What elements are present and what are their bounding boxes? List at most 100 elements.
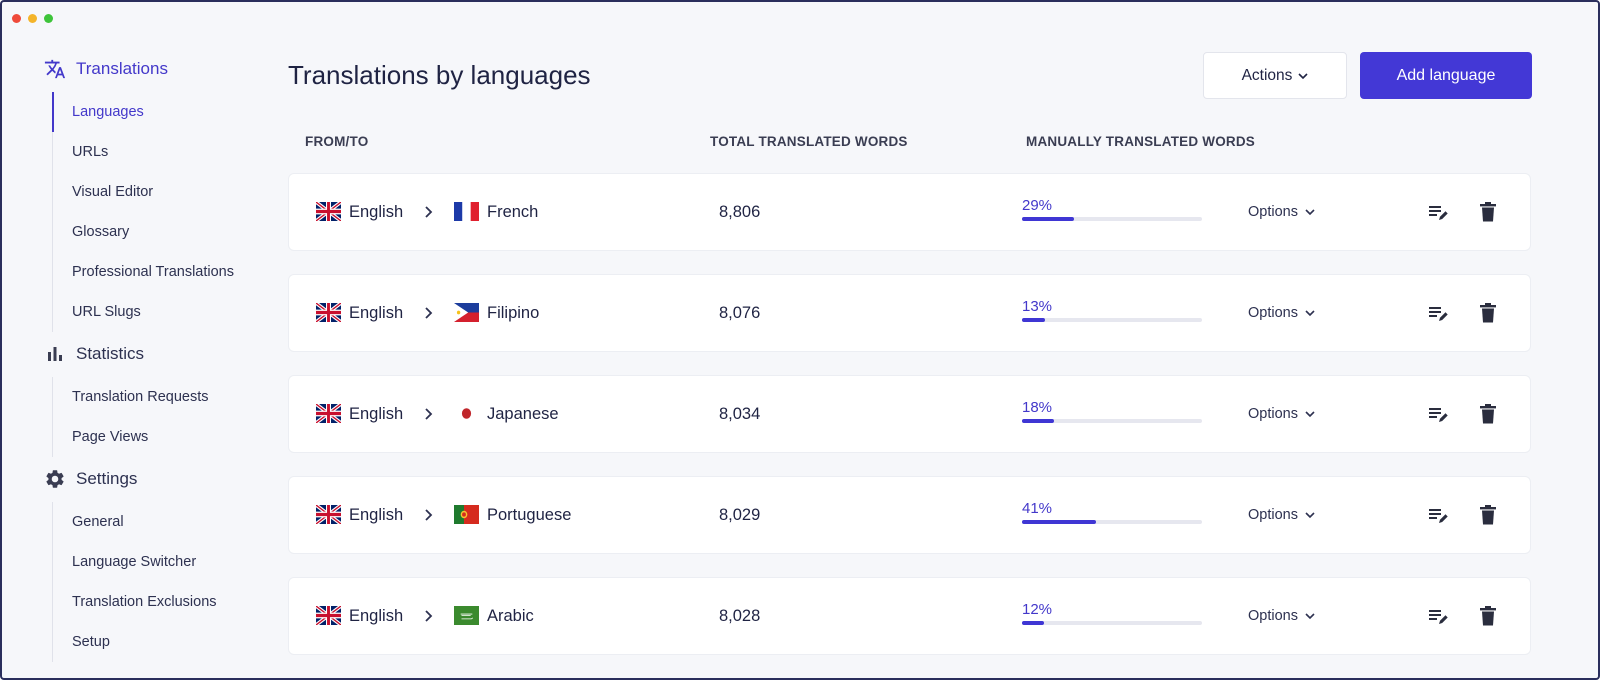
source-language: English <box>349 607 404 625</box>
trash-icon[interactable] <box>1479 201 1497 223</box>
maximize-window-button[interactable] <box>44 14 53 23</box>
sidebar-item-language-switcher[interactable]: Language Switcher <box>72 554 197 570</box>
page-title: Translations by languages <box>288 60 591 90</box>
edit-translation-icon[interactable] <box>1427 606 1449 628</box>
chevron-right-icon <box>422 404 436 424</box>
chevron-right-icon <box>422 606 436 626</box>
manual-progress-fill <box>1022 318 1046 322</box>
total-translated-words: 8,806 <box>719 203 761 221</box>
manual-progress-bar <box>1022 621 1202 625</box>
sidebar-item-translation-exclusions[interactable]: Translation Exclusions <box>72 594 217 610</box>
trash-icon[interactable] <box>1479 504 1497 526</box>
options-label: Options <box>1248 406 1298 422</box>
sidebar-item-professional-translations[interactable]: Professional Translations <box>72 264 234 280</box>
edit-translation-icon[interactable] <box>1427 404 1449 426</box>
sidebar-item-general[interactable]: General <box>72 514 124 530</box>
japan-flag-icon <box>454 404 479 423</box>
sidebar-section-statistics[interactable]: Statistics <box>44 343 144 365</box>
column-header-from-to: FROM/TO <box>305 134 369 149</box>
sidebar-item-translation-requests[interactable]: Translation Requests <box>72 389 209 405</box>
window-controls <box>12 14 53 23</box>
table-row: English Arabic 8,028 12% Options <box>288 577 1531 655</box>
chevron-down-icon <box>1305 209 1315 216</box>
uk-flag-icon <box>315 200 342 223</box>
sidebar-item-glossary[interactable]: Glossary <box>72 224 130 240</box>
options-label: Options <box>1248 608 1298 624</box>
trash-icon[interactable] <box>1479 302 1497 324</box>
actions-dropdown-button[interactable]: Actions <box>1203 52 1347 99</box>
actions-button-label: Actions <box>1241 66 1293 84</box>
total-translated-words: 8,034 <box>719 405 761 423</box>
sidebar-item-setup[interactable]: Setup <box>72 634 110 650</box>
chevron-down-icon <box>1305 310 1315 317</box>
manual-percentage: 18% <box>1022 399 1053 416</box>
target-language: Arabic <box>487 607 534 625</box>
manual-progress-bar <box>1022 419 1202 423</box>
sidebar-group-statistics: Translation Requests Page Views <box>52 377 272 457</box>
manual-percentage: 29% <box>1022 197 1053 214</box>
trash-icon[interactable] <box>1479 605 1497 627</box>
manual-progress-fill <box>1022 217 1075 221</box>
uk-flag-icon <box>315 503 342 526</box>
total-translated-words: 8,029 <box>719 506 761 524</box>
add-language-button[interactable]: Add language <box>1360 52 1532 99</box>
chevron-right-icon <box>422 505 436 525</box>
sidebar-item-page-views[interactable]: Page Views <box>72 429 149 445</box>
options-label: Options <box>1248 305 1298 321</box>
france-flag-icon <box>454 202 479 221</box>
chevron-right-icon <box>422 303 436 323</box>
sidebar-section-settings[interactable]: Settings <box>44 468 137 490</box>
portugal-flag-icon <box>454 505 479 524</box>
column-header-total-words: TOTAL TRANSLATED WORDS <box>710 134 908 149</box>
manual-progress-fill <box>1022 520 1096 524</box>
target-language: French <box>487 203 539 221</box>
sidebar-section-translations[interactable]: Translations <box>44 58 168 80</box>
sidebar-item-url-slugs[interactable]: URL Slugs <box>72 304 141 320</box>
sidebar-item-urls[interactable]: URLs <box>72 144 109 160</box>
target-language: Filipino <box>487 304 540 322</box>
edit-translation-icon[interactable] <box>1427 202 1449 224</box>
manual-percentage: 13% <box>1022 298 1053 315</box>
target-language: Japanese <box>487 405 559 423</box>
manual-progress-bar <box>1022 520 1202 524</box>
minimize-window-button[interactable] <box>28 14 37 23</box>
source-language: English <box>349 203 404 221</box>
source-language: English <box>349 506 404 524</box>
sidebar-item-languages[interactable]: Languages <box>52 92 272 132</box>
chevron-down-icon <box>1305 613 1315 620</box>
manual-percentage: 12% <box>1022 601 1053 618</box>
options-dropdown[interactable]: Options <box>1248 406 1315 422</box>
edit-translation-icon[interactable] <box>1427 505 1449 527</box>
sidebar-item-visual-editor[interactable]: Visual Editor <box>72 184 154 200</box>
saudi-arabia-flag-icon <box>454 606 479 625</box>
total-translated-words: 8,028 <box>719 607 761 625</box>
uk-flag-icon <box>315 604 342 627</box>
manual-progress-bar <box>1022 217 1202 221</box>
chevron-down-icon <box>1298 67 1308 85</box>
target-language: Portuguese <box>487 506 572 524</box>
trash-icon[interactable] <box>1479 403 1497 425</box>
sidebar: Translations Languages URLs Visual Edito… <box>2 2 272 678</box>
manual-progress-fill <box>1022 419 1055 423</box>
options-label: Options <box>1248 507 1298 523</box>
options-dropdown[interactable]: Options <box>1248 305 1315 321</box>
options-dropdown[interactable]: Options <box>1248 507 1315 523</box>
manual-progress-fill <box>1022 621 1044 625</box>
total-translated-words: 8,076 <box>719 304 761 322</box>
chevron-down-icon <box>1305 411 1315 418</box>
chevron-down-icon <box>1305 512 1315 519</box>
options-dropdown[interactable]: Options <box>1248 204 1315 220</box>
close-window-button[interactable] <box>12 14 21 23</box>
chevron-right-icon <box>422 202 436 222</box>
sidebar-group-translations: Languages URLs Visual Editor Glossary Pr… <box>52 92 272 332</box>
options-dropdown[interactable]: Options <box>1248 608 1315 624</box>
options-label: Options <box>1248 204 1298 220</box>
bar-chart-icon <box>44 343 66 365</box>
sidebar-section-label: Translations <box>76 59 168 78</box>
philippines-flag-icon <box>454 303 479 322</box>
source-language: English <box>349 304 404 322</box>
edit-translation-icon[interactable] <box>1427 303 1449 325</box>
gear-icon <box>44 468 66 490</box>
table-row: English Japanese 8,034 18% Options <box>288 375 1531 453</box>
table-row: English Portuguese 8,029 41% Options <box>288 476 1531 554</box>
